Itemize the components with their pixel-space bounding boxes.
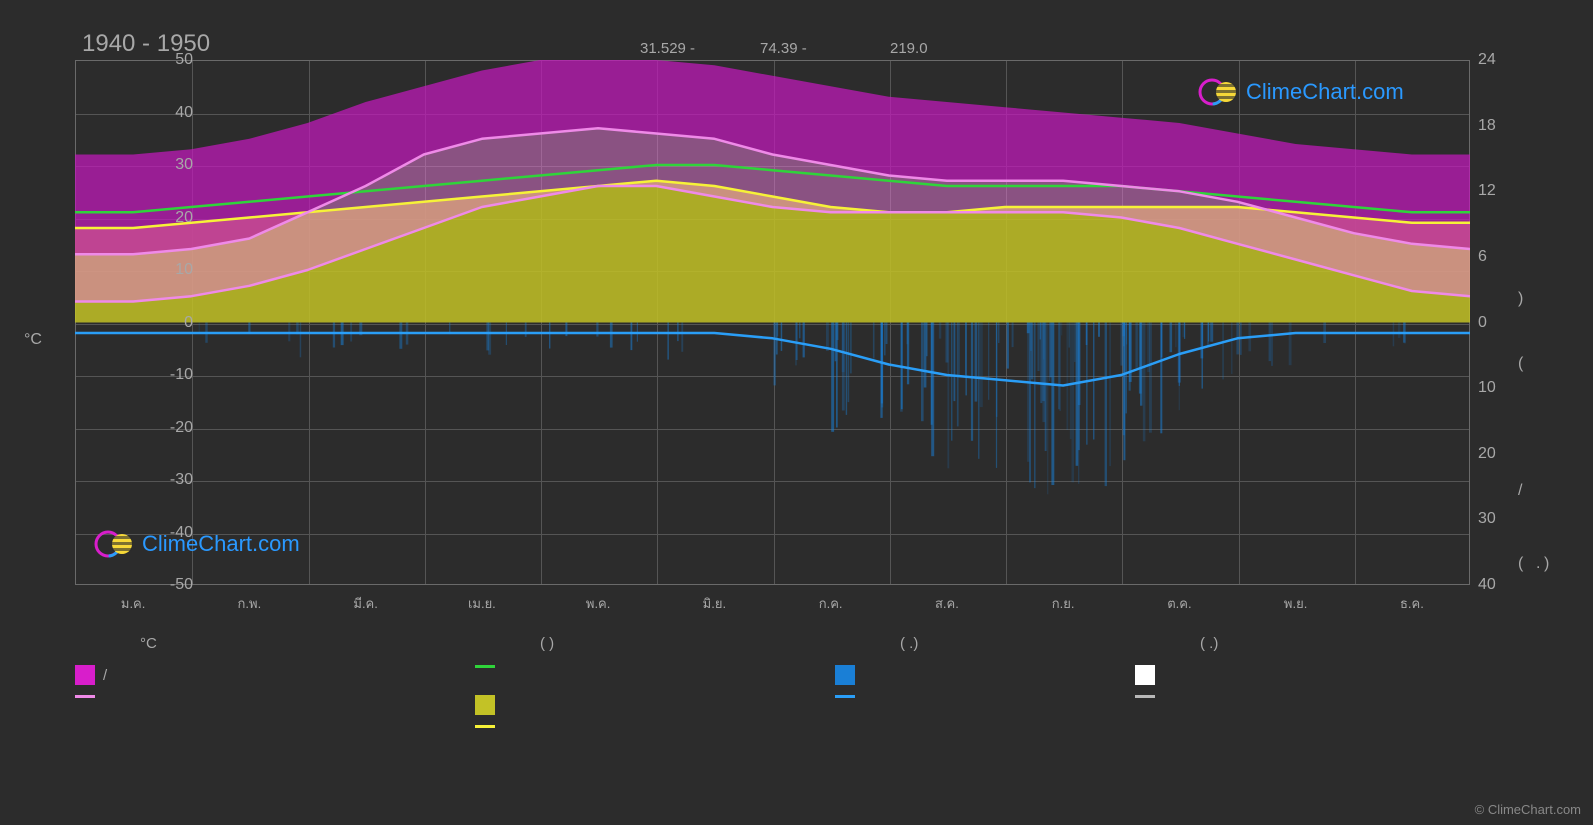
gridline-h	[76, 271, 1469, 272]
legend-swatch	[1135, 695, 1155, 698]
logo-icon	[94, 530, 134, 558]
gridline-h	[76, 219, 1469, 220]
x-tick: มี.ค.	[353, 593, 378, 614]
y-left-tick: -30	[153, 471, 193, 489]
x-tick: ส.ค.	[935, 593, 959, 614]
legend-swatch	[75, 665, 95, 685]
y-left-tick: 40	[153, 104, 193, 122]
y-right-tick: 40	[1478, 576, 1508, 594]
gridline-h	[76, 166, 1469, 167]
gridline-h	[76, 481, 1469, 482]
right-paren4: )	[1544, 555, 1549, 573]
gridline-v	[1006, 61, 1007, 584]
legend-item	[1135, 695, 1163, 698]
y-left-tick: -40	[153, 524, 193, 542]
right-paren2: (	[1518, 355, 1523, 373]
x-tick: พ.ย.	[1284, 593, 1307, 614]
y-left-tick: 10	[153, 261, 193, 279]
gridline-v	[541, 61, 542, 584]
y-left-tick: -10	[153, 366, 193, 384]
gridline-h	[76, 376, 1469, 377]
legend-label: /	[103, 667, 107, 684]
legend-item: /	[75, 665, 107, 685]
y-left-tick: 0	[153, 314, 193, 332]
legend-item	[835, 695, 863, 698]
right-paren3: (	[1518, 555, 1523, 573]
y-left-tick: 20	[153, 209, 193, 227]
right-paren1: )	[1518, 290, 1523, 308]
x-tick: ก.ย.	[1052, 593, 1075, 614]
gridline-h	[76, 429, 1469, 430]
legend-item	[75, 695, 103, 698]
x-tick: ก.ค.	[819, 593, 843, 614]
y-left-tick: 30	[153, 156, 193, 174]
x-tick: พ.ค.	[586, 593, 611, 614]
y-left-tick: -50	[153, 576, 193, 594]
right-dot: .	[1536, 555, 1540, 573]
gridline-v	[1355, 61, 1356, 584]
legend-swatch	[475, 695, 495, 715]
legend-swatch	[1135, 665, 1155, 685]
x-tick: ม.ค.	[121, 593, 146, 614]
chart-plot-area	[75, 60, 1470, 585]
legend-item	[475, 725, 503, 728]
gridline-h	[76, 324, 1469, 325]
legend-swatch	[835, 695, 855, 698]
gridline-v	[1239, 61, 1240, 584]
gridline-h	[76, 114, 1469, 115]
gridline-v	[890, 61, 891, 584]
watermark-bottom: ClimeChart.com	[94, 530, 300, 558]
y-left-tick: 50	[153, 51, 193, 69]
legend-group-title: ( .)	[1200, 635, 1218, 652]
y-right-tick: 12	[1478, 182, 1508, 200]
x-tick: มิ.ย.	[703, 593, 726, 614]
y-right-tick: 30	[1478, 510, 1508, 528]
legend-item	[475, 665, 503, 668]
y-right-tick: 10	[1478, 379, 1508, 397]
copyright: © ClimeChart.com	[1475, 802, 1581, 817]
legend-swatch	[475, 725, 495, 728]
y-left-tick: -20	[153, 419, 193, 437]
y-right-tick: 6	[1478, 248, 1508, 266]
y-right-tick: 18	[1478, 117, 1508, 135]
y-left-unit: °C	[24, 331, 42, 349]
gridline-v	[425, 61, 426, 584]
header-lat: 31.529 -	[640, 40, 695, 57]
logo-icon	[1198, 78, 1238, 106]
legend-swatch	[835, 665, 855, 685]
gridline-v	[309, 61, 310, 584]
y-right-tick: 24	[1478, 51, 1508, 69]
y-right-tick: 20	[1478, 445, 1508, 463]
x-tick: ก.พ.	[238, 593, 262, 614]
legend-swatch	[75, 695, 95, 698]
x-tick: ธ.ค.	[1400, 593, 1424, 614]
gridline-v	[657, 61, 658, 584]
x-tick: เม.ย.	[468, 593, 496, 614]
header-lon: 74.39 -	[760, 40, 807, 57]
legend-item	[475, 695, 503, 715]
header-elev: 219.0	[890, 40, 928, 57]
y-right-tick: 0	[1478, 314, 1508, 332]
legend-group-title: ( )	[540, 635, 554, 652]
watermark-text: ClimeChart.com	[1246, 79, 1404, 105]
watermark-top: ClimeChart.com	[1198, 78, 1404, 106]
x-tick: ต.ค.	[1167, 593, 1191, 614]
legend-group-title: °C	[140, 635, 157, 652]
legend-group-title: ( .)	[900, 635, 918, 652]
gridline-v	[774, 61, 775, 584]
legend-item	[835, 665, 863, 685]
gridline-v	[1122, 61, 1123, 584]
legend-item	[1135, 665, 1163, 685]
legend-swatch	[475, 665, 495, 668]
right-slash: /	[1518, 482, 1522, 500]
